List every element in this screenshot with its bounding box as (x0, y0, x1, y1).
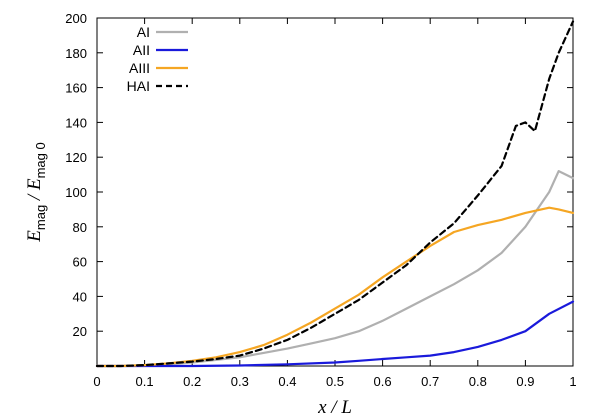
y-tick-label: 100 (65, 185, 87, 200)
series-line-aiii (95, 206, 575, 368)
y-tick-label: 20 (73, 324, 87, 339)
x-axis-label: x / L (317, 397, 352, 418)
y-tick-label: 60 (73, 255, 87, 270)
y-tick-label: 140 (65, 115, 87, 130)
series-line-ai (95, 170, 575, 368)
y-tick-label: 180 (65, 46, 87, 61)
plot-frame (96, 17, 574, 367)
x-tick-label: 0.9 (516, 374, 534, 389)
series-line-aii (95, 300, 575, 368)
legend-label: AI (137, 24, 150, 40)
legend: AI AII AIII HAI (127, 24, 188, 94)
x-tick-label: 0.4 (278, 374, 296, 389)
x-tick-label: 1 (569, 374, 576, 389)
y-tick-label: 80 (73, 220, 87, 235)
legend-label: AII (133, 42, 150, 58)
legend-label: AIII (129, 60, 150, 76)
x-tick-label: 0.8 (469, 374, 487, 389)
x-tick-label: 0.2 (183, 374, 201, 389)
x-tick-label: 0 (93, 374, 100, 389)
x-tick-label: 0.3 (231, 374, 249, 389)
x-tick-label: 0.6 (374, 374, 392, 389)
y-tick-label: 200 (65, 11, 87, 26)
y-tick-label: 120 (65, 150, 87, 165)
legend-label: HAI (127, 78, 150, 94)
y-tick-label: 40 (73, 289, 87, 304)
y-tick-label: 160 (65, 81, 87, 96)
plot-area: 0 0.1 0.2 0.3 0.4 0.5 0.6 0.7 0.8 0.9 120406080100… (65, 11, 576, 389)
series-line-hai (95, 20, 575, 368)
x-tick-label: 0.5 (326, 374, 344, 389)
y-axis-label: Emag / Emag 0 (24, 142, 48, 242)
x-tick-label: 0.7 (421, 374, 439, 389)
x-tick-label: 0.1 (136, 374, 154, 389)
